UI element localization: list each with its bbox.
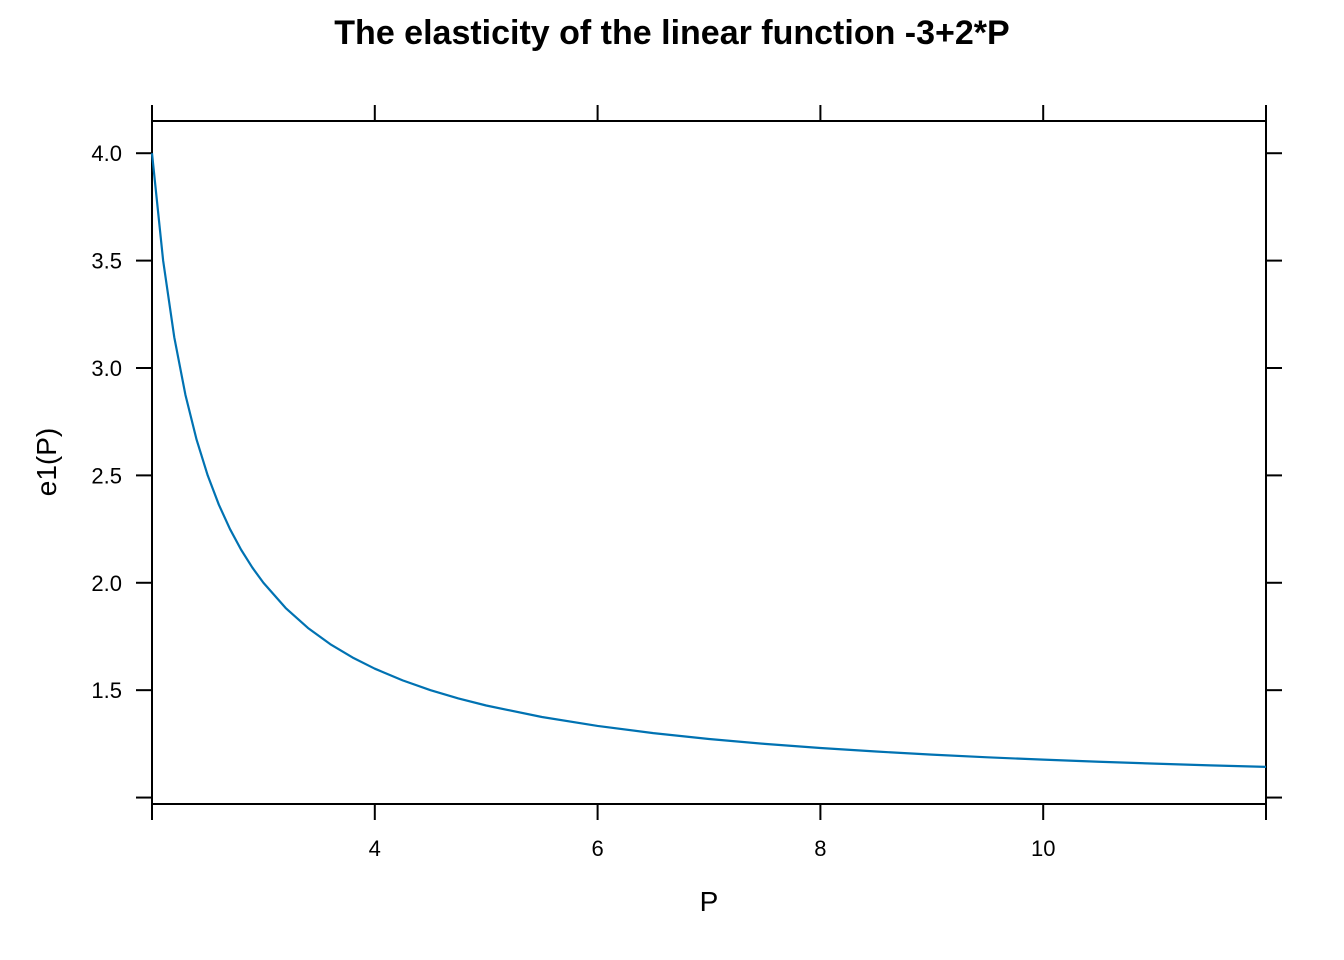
chart-title: The elasticity of the linear function -3… [334,14,1009,52]
x-tick-label: 10 [1031,836,1055,861]
y-tick-label: 1.5 [91,678,122,703]
axis-tick-labels: 4 6 8 10 1.5 2.0 2.5 3.0 3.5 4.0 [91,141,1055,861]
y-tick-label: 2.0 [91,571,122,596]
axis-ticks [136,105,1282,820]
plot-frame [151,120,1267,805]
y-tick-label: 2.5 [91,463,122,488]
series-group [150,153,1267,768]
y-tick-label: 3.5 [91,249,122,274]
y-axis-label: e1(P) [31,428,62,496]
y-tick-label: 3.0 [91,356,122,381]
x-tick-label: 4 [369,836,381,861]
x-axis-label: P [700,886,719,917]
x-tick-label: 6 [591,836,603,861]
x-tick-label: 8 [814,836,826,861]
y-tick-label: 4.0 [91,141,122,166]
series-line-elasticity [150,153,1267,768]
